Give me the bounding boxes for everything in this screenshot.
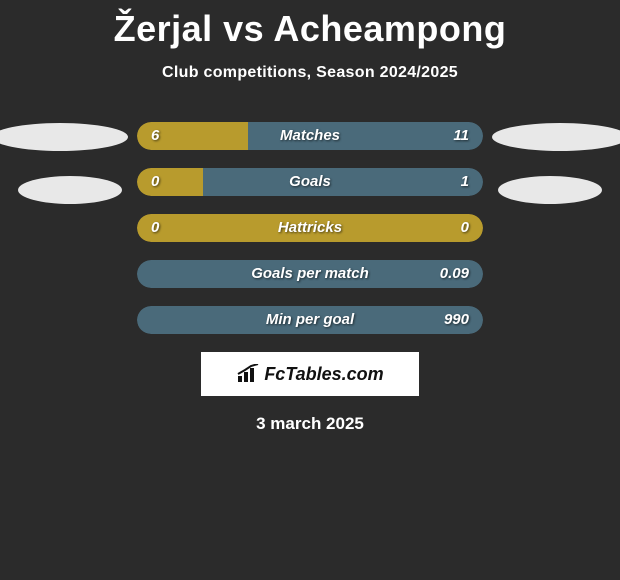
stat-label: Min per goal: [137, 306, 483, 334]
stat-label: Goals per match: [137, 260, 483, 288]
subtitle: Club competitions, Season 2024/2025: [0, 64, 620, 82]
chart-icon: [236, 364, 260, 384]
brand-logo-text: FcTables.com: [264, 364, 383, 385]
date-label: 3 march 2025: [0, 414, 620, 434]
page-title: Žerjal vs Acheampong: [0, 0, 620, 50]
stat-row: 00Hattricks: [137, 214, 483, 242]
stat-label: Goals: [137, 168, 483, 196]
brand-logo: FcTables.com: [201, 352, 419, 396]
stats-container: 611Matches 01Goals 00Hattricks 0.09Goals pe…: [0, 122, 620, 334]
stat-label: Hattricks: [137, 214, 483, 242]
stat-row: 990Min per goal: [137, 306, 483, 334]
stat-row: 0.09Goals per match: [137, 260, 483, 288]
stat-row: 01Goals: [137, 168, 483, 196]
stat-row: 611Matches: [137, 122, 483, 150]
stat-label: Matches: [137, 122, 483, 150]
